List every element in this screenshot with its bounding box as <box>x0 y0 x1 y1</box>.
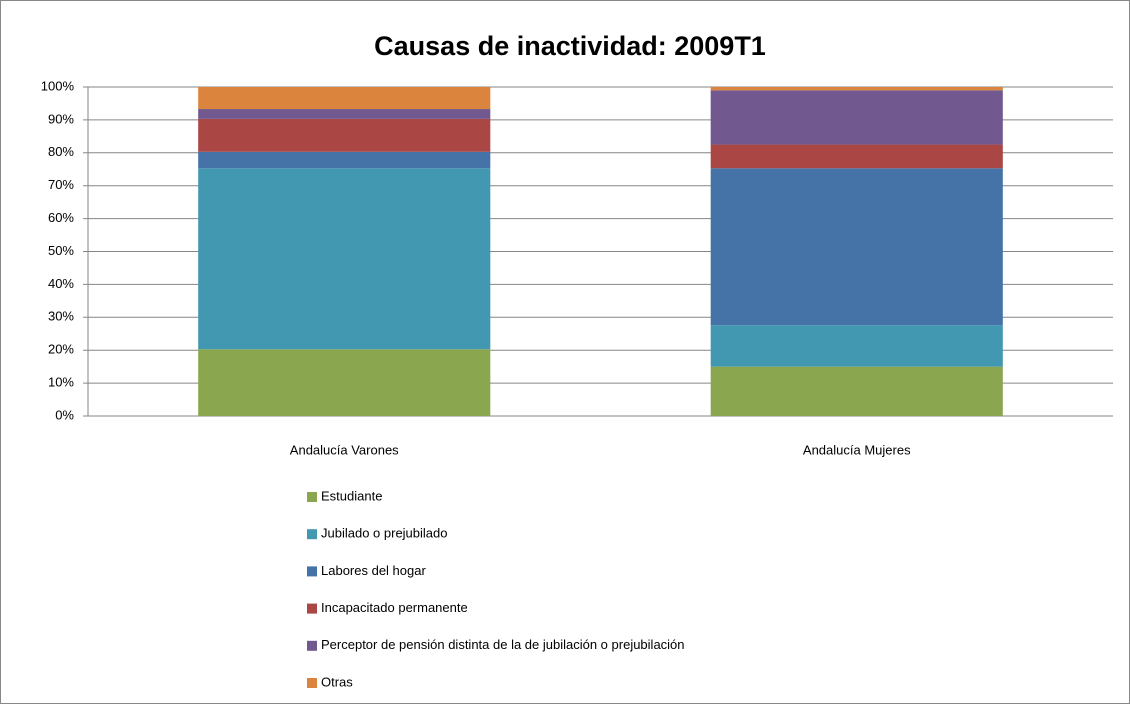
bar-segment <box>198 349 491 416</box>
y-tick-label: 70% <box>48 177 74 192</box>
x-tick-label: Andalucía Varones <box>290 442 399 457</box>
bar-segment <box>198 168 491 350</box>
bar-segment <box>710 366 1003 416</box>
y-tick-label: 50% <box>48 243 74 258</box>
y-tick-label: 10% <box>48 375 74 390</box>
y-tick-label: 80% <box>48 144 74 159</box>
bar-segment <box>710 90 1003 145</box>
legend-label: Otras <box>321 674 353 689</box>
bar-segment <box>710 87 1003 91</box>
legend-label: Perceptor de pensión distinta de la de j… <box>321 637 685 652</box>
bar-segment <box>198 87 491 110</box>
bar-segment <box>710 325 1003 367</box>
bar-segment <box>710 168 1003 326</box>
x-tick-label: Andalucía Mujeres <box>803 442 911 457</box>
legend-swatch <box>307 566 317 577</box>
chart-title: Causas de inactividad: 2009T1 <box>374 31 766 61</box>
y-tick-label: 30% <box>48 309 74 324</box>
legend-swatch <box>307 492 317 502</box>
legend-label: Estudiante <box>321 488 382 503</box>
y-tick-label: 60% <box>48 210 74 225</box>
bar-segment <box>710 144 1003 169</box>
legend-label: Labores del hogar <box>321 563 426 578</box>
y-tick-label: 90% <box>48 111 74 126</box>
y-tick-label: 40% <box>48 276 74 291</box>
legend-swatch <box>307 603 317 614</box>
bar-segment <box>198 151 491 169</box>
legend-swatch <box>307 529 317 540</box>
y-tick-label: 20% <box>48 342 74 357</box>
legend-label: Incapacitado permanente <box>321 600 468 615</box>
legend-swatch <box>307 678 317 688</box>
y-tick-label: 100% <box>41 78 75 93</box>
bar-segment <box>198 109 491 119</box>
legend-label: Jubilado o prejubilado <box>321 526 447 541</box>
bar-segment <box>198 118 491 152</box>
y-tick-label: 0% <box>55 407 74 422</box>
legend-swatch <box>307 640 317 651</box>
